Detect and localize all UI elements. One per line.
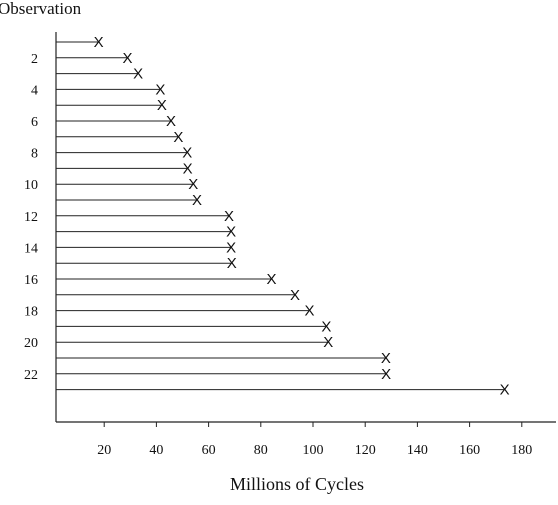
x-marker: X: [133, 66, 143, 83]
x-tick-label: 100: [303, 443, 324, 458]
tick-labels: 20 40 60 80 100 120 140 160 180 2 4 6 8 10 12 14 16 18 20 2…: [24, 52, 532, 458]
x-marker: X: [323, 334, 333, 351]
x-marker: X: [122, 50, 132, 67]
x-marker: X: [192, 192, 202, 209]
x-marker: X: [188, 176, 198, 193]
y-tick-label: 18: [24, 305, 38, 320]
y-tick-label: 8: [31, 147, 38, 162]
y-tick-label: 12: [24, 210, 38, 225]
x-marker: X: [182, 145, 192, 162]
x-tick-label: 180: [511, 443, 532, 458]
x-axis-title: Millions of Cycles: [230, 474, 364, 494]
y-tick-label: 16: [24, 273, 38, 288]
x-tick-label: 80: [254, 443, 268, 458]
x-marker: X: [94, 34, 104, 51]
x-tick-label: 60: [202, 443, 216, 458]
axes: [55, 32, 556, 427]
y-tick-label: 22: [24, 368, 38, 383]
y-tick-label: 4: [31, 83, 38, 98]
y-tick-label: 20: [24, 336, 38, 351]
y-tick-label: 2: [31, 52, 38, 67]
y-tick-label: 14: [24, 241, 38, 256]
x-marker: X: [166, 113, 176, 130]
x-marker: X: [321, 318, 331, 335]
y-tick-label: 10: [24, 178, 38, 193]
y-axis-title: Observation: [0, 0, 82, 18]
x-tick-label: 160: [459, 443, 480, 458]
x-marker: X: [227, 255, 237, 272]
x-marker: X: [157, 97, 167, 114]
x-marker: X: [226, 224, 236, 241]
x-marker: X: [290, 287, 300, 304]
x-marker: X: [183, 160, 193, 177]
x-tick-label: 140: [407, 443, 428, 458]
x-marker: X: [267, 271, 277, 288]
x-marker: X: [226, 239, 236, 256]
x-marker: X: [381, 366, 391, 383]
x-marker: X: [173, 129, 183, 146]
x-tick-label: 20: [97, 443, 111, 458]
y-tick-label: 6: [31, 115, 38, 130]
x-marker: X: [500, 382, 510, 399]
x-marker: X: [224, 208, 234, 225]
x-tick-label: 40: [149, 443, 163, 458]
x-marker: X: [381, 350, 391, 367]
x-marker: X: [304, 303, 314, 320]
x-marker: X: [155, 81, 165, 98]
x-tick-label: 120: [355, 443, 376, 458]
